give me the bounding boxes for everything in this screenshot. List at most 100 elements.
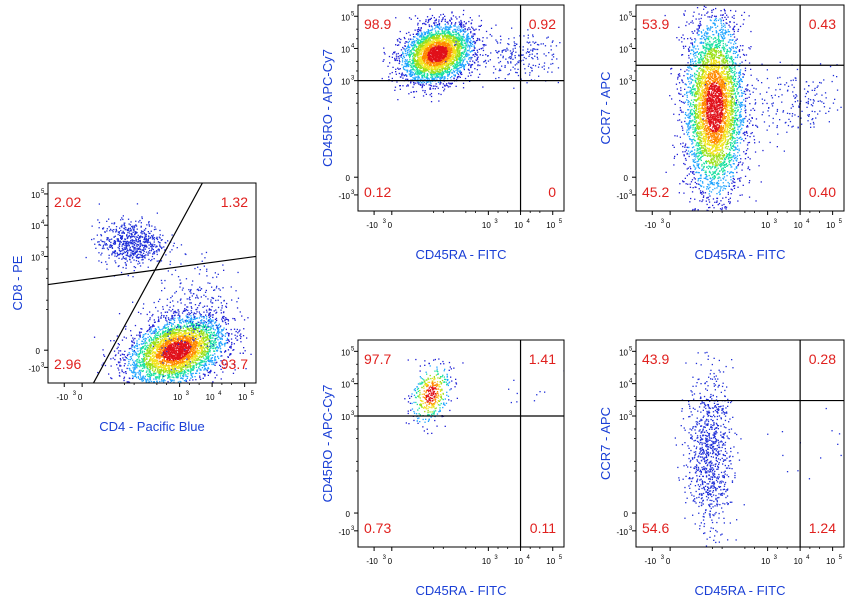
event-dot [140, 349, 142, 351]
event-dot [136, 362, 138, 364]
event-dot [157, 363, 159, 366]
event-dot [196, 289, 198, 291]
event-dot [162, 370, 164, 372]
event-dot [171, 335, 173, 338]
event-dot [129, 230, 131, 232]
event-dot [156, 349, 158, 351]
event-dot [187, 337, 189, 340]
event-dot [152, 236, 154, 239]
event-dot [410, 53, 412, 56]
event-dot [164, 338, 167, 340]
event-dot [244, 350, 246, 352]
event-dot [216, 324, 218, 326]
event-dot [179, 335, 181, 337]
event-dot [153, 325, 155, 327]
event-dot [158, 367, 160, 369]
event-dot [150, 360, 152, 362]
event-dot [191, 320, 193, 323]
event-dot [129, 242, 132, 244]
event-dot [185, 337, 187, 340]
event-dot [250, 353, 252, 355]
event-dot [144, 241, 146, 243]
event-dot [147, 254, 149, 256]
event-dot [184, 364, 186, 366]
event-dot [160, 260, 163, 262]
event-dot [165, 315, 168, 317]
event-dot [226, 332, 228, 334]
event-dot [200, 325, 202, 327]
event-dot [162, 364, 165, 366]
event-dot [114, 386, 115, 387]
event-dot [140, 369, 142, 371]
event-dot [214, 342, 217, 344]
event-dot [113, 252, 116, 254]
event-dot [143, 345, 145, 348]
event-dot [157, 356, 159, 359]
event-dot [170, 361, 173, 363]
event-dot [159, 370, 161, 372]
event-dot [205, 336, 207, 339]
event-dot [166, 362, 168, 364]
event-dot [208, 329, 210, 331]
event-dot [177, 331, 179, 334]
event-dot [135, 239, 137, 241]
event-dot [100, 254, 102, 256]
event-dot [463, 68, 465, 71]
event-dot [126, 247, 128, 250]
event-dot [161, 246, 163, 249]
event-dot [195, 346, 197, 348]
y-axis-label: CD8 - PE [10, 255, 25, 310]
event-dot [164, 334, 166, 336]
event-dot [177, 345, 180, 347]
event-dot [172, 346, 174, 348]
event-dot [194, 351, 196, 354]
event-dot [141, 336, 144, 338]
event-dot [150, 364, 152, 366]
event-dot [169, 345, 172, 347]
event-dot [181, 353, 183, 355]
event-dot [171, 333, 173, 336]
event-dot [151, 339, 154, 341]
event-dot [227, 334, 230, 336]
event-dot [103, 355, 106, 357]
event-dot [173, 336, 175, 338]
event-dot [140, 328, 142, 330]
event-dot [164, 360, 167, 363]
event-dot [209, 345, 211, 348]
event-dot [150, 337, 152, 339]
event-dot [156, 376, 158, 378]
event-dot [179, 362, 181, 364]
event-dot [189, 336, 191, 338]
event-dot [118, 393, 119, 394]
event-dot [177, 385, 178, 386]
event-dot [436, 40, 439, 42]
event-dot [188, 298, 190, 300]
event-dot [243, 328, 245, 330]
event-dot [168, 359, 171, 361]
event-dot [136, 250, 138, 252]
event-dot [144, 340, 146, 342]
event-dot [149, 368, 151, 370]
event-dot [101, 247, 104, 250]
event-dot [157, 369, 159, 372]
event-dot [174, 351, 177, 353]
event-dot [220, 378, 222, 380]
event-dot [180, 358, 183, 360]
quadrant-percent-ul: 2.02 [54, 194, 81, 210]
event-dot [167, 329, 169, 331]
event-dot [150, 367, 152, 370]
event-dot [171, 327, 173, 330]
event-dot [173, 327, 175, 329]
event-dot [207, 355, 209, 357]
event-dot [148, 328, 150, 331]
event-dot [136, 334, 138, 336]
event-dot [172, 334, 175, 336]
event-dot [185, 319, 188, 321]
event-dot [198, 335, 200, 337]
event-dot [167, 370, 169, 372]
event-dot [154, 360, 157, 362]
event-dot [118, 372, 121, 374]
event-dot [212, 325, 214, 327]
event-dot [160, 340, 162, 342]
event-dot [206, 330, 208, 332]
